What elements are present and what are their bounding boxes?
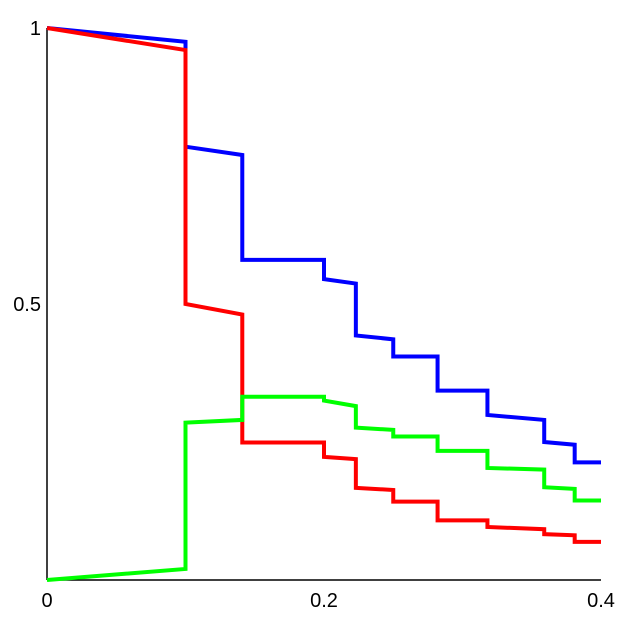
x-tick-label: 0 [41, 590, 52, 612]
tick-labels: 0 0.2 0.4 0.5 1 [13, 18, 615, 612]
series-group [46, 26, 601, 582]
axes [46, 28, 601, 581]
series-line-2 [46, 26, 601, 544]
y-tick-label: 1 [30, 18, 41, 40]
x-tick-label: 0.2 [310, 590, 338, 612]
y-tick-label: 0.5 [13, 294, 41, 316]
series-line-1 [46, 26, 601, 465]
series-line-3 [46, 394, 601, 582]
x-tick-label: 0.4 [587, 590, 615, 612]
